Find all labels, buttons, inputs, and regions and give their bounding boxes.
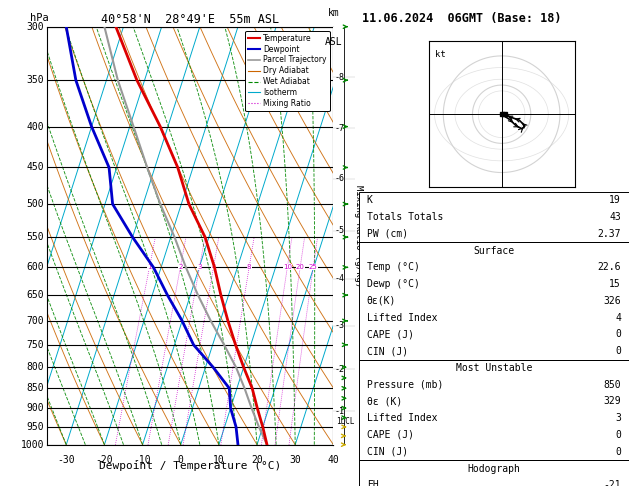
Text: 3: 3 xyxy=(615,413,621,423)
Text: Lifted Index: Lifted Index xyxy=(367,413,437,423)
Text: 3: 3 xyxy=(198,264,202,270)
Text: Pressure (mb): Pressure (mb) xyxy=(367,380,443,390)
Text: 1LCL: 1LCL xyxy=(336,417,354,426)
Text: -21: -21 xyxy=(603,480,621,486)
Text: 25: 25 xyxy=(309,264,318,270)
Text: Lifted Index: Lifted Index xyxy=(367,312,437,323)
Text: -2: -2 xyxy=(335,365,345,374)
Text: Totals Totals: Totals Totals xyxy=(367,212,443,222)
Text: 20: 20 xyxy=(296,264,304,270)
Text: -5: -5 xyxy=(335,226,345,235)
Text: 2.37: 2.37 xyxy=(598,229,621,239)
Text: 0: 0 xyxy=(615,447,621,457)
Text: 550: 550 xyxy=(26,232,44,242)
Text: -7: -7 xyxy=(335,124,345,133)
Text: 10: 10 xyxy=(213,455,225,465)
Text: 400: 400 xyxy=(26,122,44,132)
Text: PW (cm): PW (cm) xyxy=(367,229,408,239)
Text: km: km xyxy=(328,8,339,18)
Text: Temp (°C): Temp (°C) xyxy=(367,262,420,272)
Text: 4: 4 xyxy=(211,264,216,270)
Text: kt: kt xyxy=(435,50,445,59)
Text: 800: 800 xyxy=(26,362,44,372)
Text: 450: 450 xyxy=(26,162,44,173)
Text: -30: -30 xyxy=(57,455,75,465)
Text: -10: -10 xyxy=(134,455,152,465)
Legend: Temperature, Dewpoint, Parcel Trajectory, Dry Adiabat, Wet Adiabat, Isotherm, Mi: Temperature, Dewpoint, Parcel Trajectory… xyxy=(245,31,330,111)
Text: 15: 15 xyxy=(609,279,621,289)
Text: θε(K): θε(K) xyxy=(367,296,396,306)
Text: K: K xyxy=(367,195,372,206)
Text: ASL: ASL xyxy=(325,37,342,47)
Text: -6: -6 xyxy=(335,174,345,183)
Text: 329: 329 xyxy=(603,397,621,406)
Text: EH: EH xyxy=(367,480,379,486)
Text: 300: 300 xyxy=(26,22,44,32)
Text: 850: 850 xyxy=(26,383,44,393)
Text: 30: 30 xyxy=(289,455,301,465)
Text: -1: -1 xyxy=(335,407,345,416)
Text: Hodograph: Hodograph xyxy=(467,464,520,473)
Text: 750: 750 xyxy=(26,340,44,350)
Text: 0: 0 xyxy=(615,430,621,440)
Text: 8: 8 xyxy=(247,264,252,270)
Text: -20: -20 xyxy=(96,455,113,465)
Bar xyxy=(359,242,629,360)
Text: 19: 19 xyxy=(609,195,621,206)
Text: 4: 4 xyxy=(615,312,621,323)
Bar xyxy=(359,460,629,486)
Text: 2: 2 xyxy=(178,264,182,270)
Text: CAPE (J): CAPE (J) xyxy=(367,430,414,440)
Text: 900: 900 xyxy=(26,403,44,413)
Text: Mixing Ratio (g/kg): Mixing Ratio (g/kg) xyxy=(354,185,363,287)
Text: 650: 650 xyxy=(26,290,44,300)
Text: CIN (J): CIN (J) xyxy=(367,447,408,457)
Text: 0: 0 xyxy=(615,330,621,339)
Text: 43: 43 xyxy=(609,212,621,222)
Text: 0: 0 xyxy=(615,346,621,356)
Text: Most Unstable: Most Unstable xyxy=(455,363,532,373)
Text: 22.6: 22.6 xyxy=(598,262,621,272)
Text: 11.06.2024  06GMT (Base: 18): 11.06.2024 06GMT (Base: 18) xyxy=(362,12,561,25)
Text: 20: 20 xyxy=(251,455,263,465)
Text: 850: 850 xyxy=(603,380,621,390)
Text: 10: 10 xyxy=(283,264,292,270)
Text: 326: 326 xyxy=(603,296,621,306)
Bar xyxy=(359,360,629,460)
Text: 40: 40 xyxy=(328,455,339,465)
Bar xyxy=(359,192,629,242)
Text: Dewp (°C): Dewp (°C) xyxy=(367,279,420,289)
Text: 700: 700 xyxy=(26,316,44,326)
Text: 950: 950 xyxy=(26,422,44,432)
Text: -8: -8 xyxy=(335,73,345,82)
Title: 40°58'N  28°49'E  55m ASL: 40°58'N 28°49'E 55m ASL xyxy=(101,13,279,26)
X-axis label: Dewpoint / Temperature (°C): Dewpoint / Temperature (°C) xyxy=(99,461,281,471)
Text: Surface: Surface xyxy=(473,245,515,256)
Text: CAPE (J): CAPE (J) xyxy=(367,330,414,339)
Text: 1000: 1000 xyxy=(21,440,44,450)
Text: θε (K): θε (K) xyxy=(367,397,402,406)
Text: 500: 500 xyxy=(26,199,44,209)
Text: 350: 350 xyxy=(26,75,44,85)
Text: CIN (J): CIN (J) xyxy=(367,346,408,356)
Text: 0: 0 xyxy=(178,455,184,465)
Text: 1: 1 xyxy=(147,264,152,270)
Text: -3: -3 xyxy=(335,321,345,330)
Text: hPa: hPa xyxy=(30,13,49,22)
Text: 600: 600 xyxy=(26,262,44,272)
Text: -4: -4 xyxy=(335,274,345,283)
